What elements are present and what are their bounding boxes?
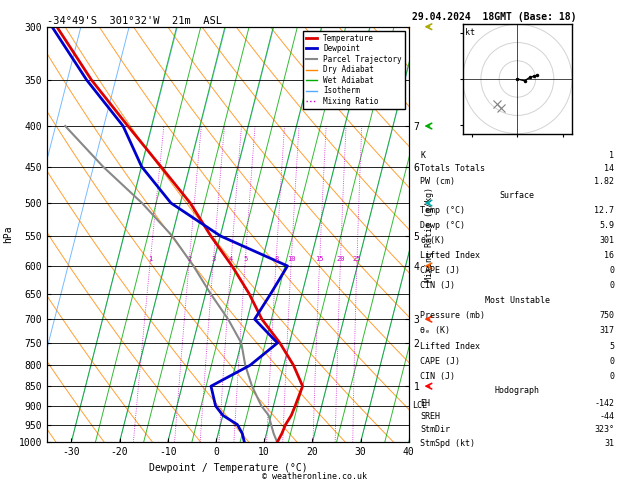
Text: StmDir: StmDir [420, 425, 450, 434]
Text: Hodograph: Hodograph [495, 386, 540, 395]
Text: 5.9: 5.9 [599, 221, 615, 230]
Text: Totals Totals: Totals Totals [420, 164, 486, 173]
Text: LCL: LCL [413, 401, 428, 410]
Text: 0: 0 [610, 357, 615, 366]
Text: 3: 3 [211, 256, 216, 262]
Text: SREH: SREH [420, 413, 440, 421]
Legend: Temperature, Dewpoint, Parcel Trajectory, Dry Adiabat, Wet Adiabat, Isotherm, Mi: Temperature, Dewpoint, Parcel Trajectory… [303, 31, 405, 109]
Text: CIN (J): CIN (J) [420, 372, 455, 381]
Text: -142: -142 [594, 399, 615, 408]
Text: Lifted Index: Lifted Index [420, 342, 481, 350]
Text: 0: 0 [610, 372, 615, 381]
Text: θₑ (K): θₑ (K) [420, 327, 450, 335]
Text: 0: 0 [610, 266, 615, 275]
Text: EH: EH [420, 399, 430, 408]
Y-axis label: Mixing Ratio (g/kg): Mixing Ratio (g/kg) [425, 187, 434, 282]
Text: CIN (J): CIN (J) [420, 281, 455, 290]
Text: 31: 31 [604, 438, 615, 448]
Text: 323°: 323° [594, 425, 615, 434]
Y-axis label: hPa: hPa [3, 226, 13, 243]
Text: Pressure (mb): Pressure (mb) [420, 311, 486, 320]
Text: 750: 750 [599, 311, 615, 320]
Text: 25: 25 [353, 256, 361, 262]
Text: Surface: Surface [500, 191, 535, 200]
Text: -44: -44 [599, 413, 615, 421]
Text: 317: 317 [599, 327, 615, 335]
Text: 16: 16 [604, 251, 615, 260]
Text: θₑ(K): θₑ(K) [420, 236, 445, 245]
Text: 8: 8 [274, 256, 279, 262]
Text: -34°49'S  301°32'W  21m  ASL: -34°49'S 301°32'W 21m ASL [47, 16, 222, 26]
Text: 5: 5 [610, 342, 615, 350]
Text: 15: 15 [316, 256, 324, 262]
Text: © weatheronline.co.uk: © weatheronline.co.uk [262, 472, 367, 481]
Text: Dewp (°C): Dewp (°C) [420, 221, 465, 230]
Text: PW (cm): PW (cm) [420, 177, 455, 186]
Text: 14: 14 [604, 164, 615, 173]
Text: 1: 1 [610, 151, 615, 160]
Text: CAPE (J): CAPE (J) [420, 357, 460, 366]
Text: 4: 4 [229, 256, 233, 262]
Text: kt: kt [465, 28, 476, 37]
Text: 0: 0 [610, 281, 615, 290]
Text: 5: 5 [243, 256, 248, 262]
Text: Lifted Index: Lifted Index [420, 251, 481, 260]
Text: K: K [420, 151, 425, 160]
Text: 29.04.2024  18GMT (Base: 18): 29.04.2024 18GMT (Base: 18) [412, 12, 577, 22]
Text: 12.7: 12.7 [594, 206, 615, 215]
Text: 301: 301 [599, 236, 615, 245]
Text: Most Unstable: Most Unstable [485, 296, 550, 305]
Text: 10: 10 [287, 256, 296, 262]
Text: 1.82: 1.82 [594, 177, 615, 186]
Text: CAPE (J): CAPE (J) [420, 266, 460, 275]
Text: 1: 1 [148, 256, 153, 262]
Text: StmSpd (kt): StmSpd (kt) [420, 438, 476, 448]
Text: 2: 2 [187, 256, 192, 262]
X-axis label: Dewpoint / Temperature (°C): Dewpoint / Temperature (°C) [148, 463, 308, 473]
Text: Temp (°C): Temp (°C) [420, 206, 465, 215]
Text: 20: 20 [337, 256, 345, 262]
